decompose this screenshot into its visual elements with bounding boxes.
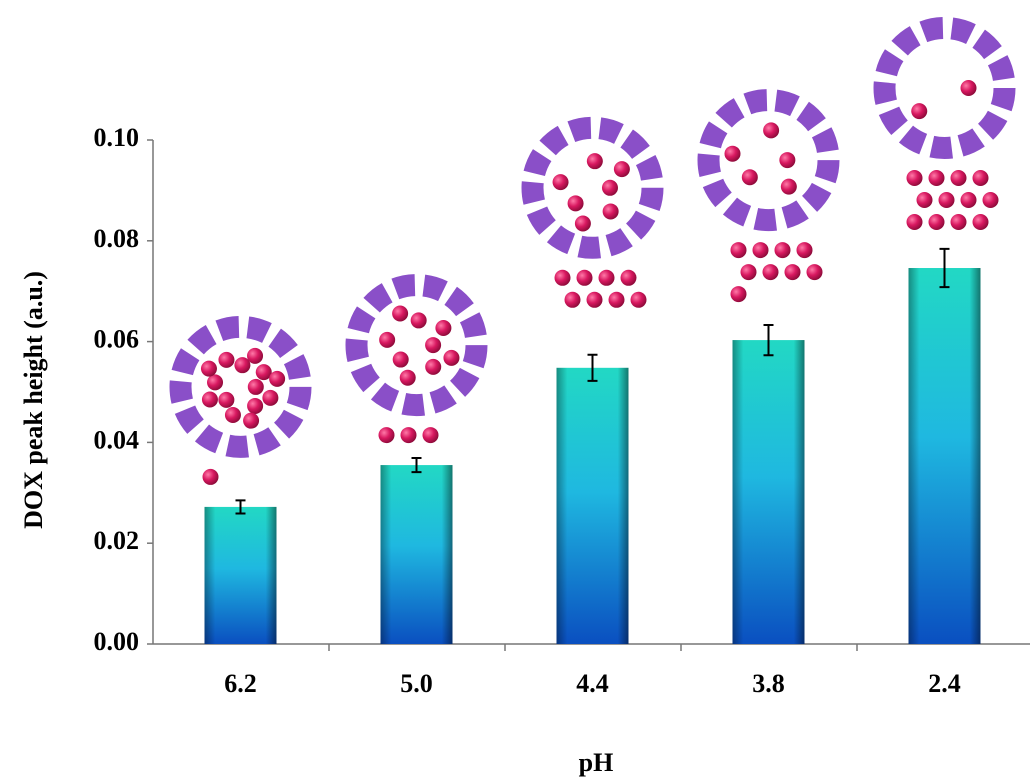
x-tick-label: 5.0: [400, 669, 433, 698]
drug-dot: [807, 264, 823, 280]
liposome-shell: [533, 128, 653, 248]
x-tick-label: 3.8: [752, 669, 785, 698]
y-tick-label: 0.04: [94, 425, 140, 454]
drug-dot: [973, 170, 989, 186]
drug-dot: [425, 337, 441, 353]
drug-dot: [983, 192, 999, 208]
drug-dot: [951, 170, 967, 186]
liposome-icon: [533, 128, 653, 308]
drug-dot: [587, 292, 603, 308]
drug-dot: [247, 398, 263, 414]
drug-dot: [929, 214, 945, 230]
liposome-shell: [357, 285, 477, 405]
drug-dot: [907, 170, 923, 186]
drug-dot: [763, 264, 779, 280]
drug-dot: [609, 292, 625, 308]
drug-dot: [401, 427, 417, 443]
drug-dot: [587, 153, 603, 169]
drug-dot: [797, 242, 813, 258]
drug-dot: [621, 270, 637, 286]
drug-dot: [907, 214, 923, 230]
drug-dot: [555, 270, 571, 286]
drug-dot: [247, 348, 263, 364]
x-tick-label: 4.4: [576, 669, 609, 698]
drug-dot: [731, 286, 747, 302]
drug-dot: [243, 413, 259, 429]
x-tick-label: 2.4: [928, 669, 961, 698]
drug-dot: [763, 122, 779, 138]
drug-dot: [201, 361, 217, 377]
bar-shade: [557, 368, 629, 644]
y-axis-label: DOX peak height (a.u.): [19, 271, 48, 529]
drug-dot: [207, 374, 223, 390]
y-tick-label: 0.02: [94, 526, 140, 555]
drug-dot: [741, 264, 757, 280]
drug-dot: [392, 306, 408, 322]
drug-dot: [393, 352, 409, 368]
drug-dot: [779, 152, 795, 168]
liposome-icon: [709, 100, 829, 302]
drug-dot: [379, 427, 395, 443]
drug-dot: [248, 379, 264, 395]
liposome-shell: [181, 327, 301, 447]
drug-dot: [565, 292, 581, 308]
liposome-icon: [357, 285, 477, 443]
drug-dot: [225, 407, 241, 423]
drug-dot: [753, 242, 769, 258]
drug-dot: [785, 264, 801, 280]
liposome-icon: [181, 327, 301, 485]
drug-dot: [379, 332, 395, 348]
drug-dot: [614, 161, 630, 177]
drug-dot: [742, 169, 758, 185]
drug-dot: [423, 427, 439, 443]
drug-dot: [961, 192, 977, 208]
bar-shade: [909, 268, 981, 644]
liposome-icon: [885, 28, 1005, 230]
drug-dot: [575, 216, 591, 232]
drug-dot: [262, 390, 278, 406]
drug-dot: [400, 370, 416, 386]
drug-dot: [269, 371, 285, 387]
drug-dot: [961, 80, 977, 96]
drug-dot: [425, 359, 441, 375]
drug-dot: [731, 242, 747, 258]
drug-dot: [435, 320, 451, 336]
drug-dot: [443, 350, 459, 366]
drug-dot: [973, 214, 989, 230]
y-tick-label: 0.06: [94, 325, 140, 354]
drug-dot: [218, 352, 234, 368]
y-tick-label: 0.00: [94, 627, 140, 656]
liposome-shell: [709, 100, 829, 220]
bar-shade: [381, 465, 453, 644]
drug-dot: [911, 103, 927, 119]
drug-dot: [929, 170, 945, 186]
y-tick-label: 0.08: [94, 224, 140, 253]
drug-dot: [631, 292, 647, 308]
drug-dot: [203, 469, 219, 485]
drug-dot: [568, 195, 584, 211]
drug-dot: [577, 270, 593, 286]
drug-dot: [603, 203, 619, 219]
drug-dot: [724, 146, 740, 162]
bar-shade: [205, 507, 277, 644]
drug-dot: [939, 192, 955, 208]
drug-dot: [775, 242, 791, 258]
drug-dot: [202, 392, 218, 408]
x-axis-label: pH: [579, 748, 614, 777]
y-tick-label: 0.10: [94, 123, 140, 152]
x-tick-label: 6.2: [224, 669, 257, 698]
drug-dot: [951, 214, 967, 230]
drug-dot: [917, 192, 933, 208]
bar-shade: [733, 340, 805, 644]
drug-dot: [553, 174, 569, 190]
liposome-shell: [885, 28, 1005, 148]
drug-dot: [411, 312, 427, 328]
drug-dot: [218, 392, 234, 408]
drug-dot: [781, 179, 797, 195]
drug-dot: [602, 180, 618, 196]
chart: DOX peak height (a.u.) pH 0.00 0.02 0.04 0.…: [0, 0, 1030, 783]
drug-dot: [599, 270, 615, 286]
